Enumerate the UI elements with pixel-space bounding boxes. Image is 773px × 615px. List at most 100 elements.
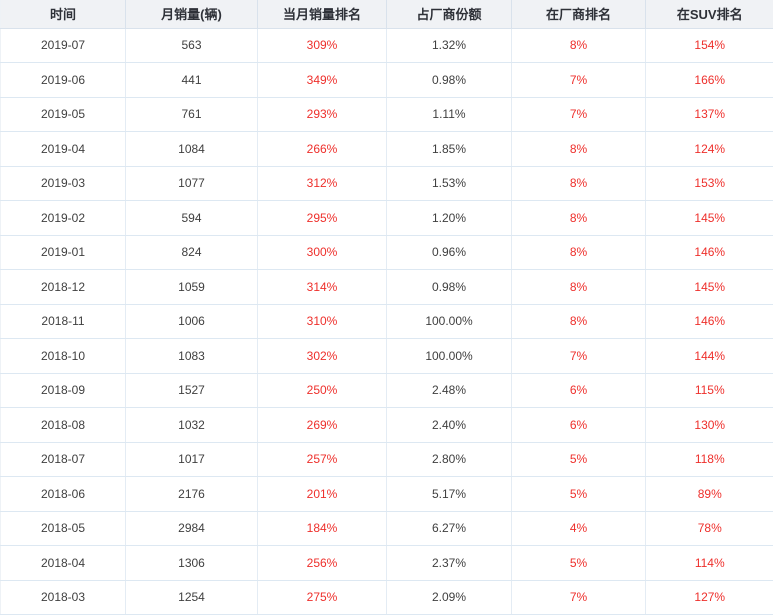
cell-share: 5.17%	[386, 476, 512, 512]
table-row: 2018-03 1254 275% 2.09% 7% 127%	[0, 580, 773, 615]
cell-share: 6.27%	[386, 511, 512, 546]
cell-sales: 594	[125, 200, 258, 236]
table-row: 2018-05 2984 184% 6.27% 4% 78%	[0, 511, 773, 546]
table-header-row: 时间 月销量(辆) 当月销量排名 占厂商份额 在厂商排名 在SUV排名	[0, 0, 773, 29]
cell-share: 1.85%	[386, 131, 512, 167]
cell-sales: 1032	[125, 407, 258, 443]
table-row: 2018-08 1032 269% 2.40% 6% 130%	[0, 407, 773, 443]
cell-month_rank: 309%	[257, 28, 387, 63]
column-header-sales: 月销量(辆)	[125, 0, 258, 29]
table-row: 2018-10 1083 302% 100.00% 7% 144%	[0, 338, 773, 374]
table-header: 时间 月销量(辆) 当月销量排名 占厂商份额 在厂商排名 在SUV排名	[0, 0, 773, 29]
cell-sales: 1006	[125, 304, 258, 339]
cell-share: 100.00%	[386, 338, 512, 374]
cell-share: 0.96%	[386, 235, 512, 270]
column-header-share: 占厂商份额	[386, 0, 512, 29]
table-row: 2019-03 1077 312% 1.53% 8% 153%	[0, 166, 773, 201]
cell-sales: 563	[125, 28, 258, 63]
cell-sales: 2984	[125, 511, 258, 546]
cell-time: 2018-09	[0, 373, 126, 408]
table-row: 2019-07 563 309% 1.32% 8% 154%	[0, 28, 773, 63]
table-row: 2019-06 441 349% 0.98% 7% 166%	[0, 62, 773, 98]
cell-month_rank: 269%	[257, 407, 387, 443]
cell-mfr_rank: 8%	[511, 166, 646, 201]
cell-time: 2018-06	[0, 476, 126, 512]
cell-share: 1.11%	[386, 97, 512, 132]
cell-mfr_rank: 4%	[511, 511, 646, 546]
cell-month_rank: 257%	[257, 442, 387, 477]
cell-share: 2.09%	[386, 580, 512, 615]
cell-share: 0.98%	[386, 62, 512, 98]
table-body: 2019-07 563 309% 1.32% 8% 154% 2019-06 441 349% 0…	[0, 28, 773, 615]
cell-month_rank: 314%	[257, 269, 387, 305]
cell-suv_rank: 115%	[645, 373, 773, 408]
cell-month_rank: 184%	[257, 511, 387, 546]
cell-suv_rank: 114%	[645, 545, 773, 581]
cell-suv_rank: 118%	[645, 442, 773, 477]
cell-month_rank: 349%	[257, 62, 387, 98]
cell-suv_rank: 154%	[645, 28, 773, 63]
cell-suv_rank: 146%	[645, 304, 773, 339]
cell-suv_rank: 89%	[645, 476, 773, 512]
cell-sales: 761	[125, 97, 258, 132]
cell-time: 2018-05	[0, 511, 126, 546]
cell-mfr_rank: 8%	[511, 131, 646, 167]
cell-month_rank: 201%	[257, 476, 387, 512]
cell-suv_rank: 127%	[645, 580, 773, 615]
cell-mfr_rank: 8%	[511, 28, 646, 63]
cell-time: 2018-03	[0, 580, 126, 615]
cell-mfr_rank: 5%	[511, 442, 646, 477]
cell-time: 2018-07	[0, 442, 126, 477]
cell-share: 1.32%	[386, 28, 512, 63]
table-row: 2019-04 1084 266% 1.85% 8% 124%	[0, 131, 773, 167]
cell-month_rank: 256%	[257, 545, 387, 581]
cell-suv_rank: 145%	[645, 200, 773, 236]
cell-sales: 1083	[125, 338, 258, 374]
cell-suv_rank: 130%	[645, 407, 773, 443]
cell-sales: 1059	[125, 269, 258, 305]
cell-time: 2018-10	[0, 338, 126, 374]
cell-mfr_rank: 8%	[511, 304, 646, 339]
cell-time: 2019-03	[0, 166, 126, 201]
table-row: 2018-07 1017 257% 2.80% 5% 118%	[0, 442, 773, 477]
cell-mfr_rank: 8%	[511, 269, 646, 305]
cell-sales: 1254	[125, 580, 258, 615]
cell-month_rank: 302%	[257, 338, 387, 374]
cell-time: 2019-01	[0, 235, 126, 270]
cell-share: 1.20%	[386, 200, 512, 236]
cell-mfr_rank: 7%	[511, 580, 646, 615]
cell-share: 2.40%	[386, 407, 512, 443]
table-row: 2018-12 1059 314% 0.98% 8% 145%	[0, 269, 773, 305]
cell-share: 0.98%	[386, 269, 512, 305]
cell-mfr_rank: 7%	[511, 338, 646, 374]
cell-mfr_rank: 8%	[511, 235, 646, 270]
cell-mfr_rank: 5%	[511, 476, 646, 512]
cell-share: 2.48%	[386, 373, 512, 408]
cell-month_rank: 266%	[257, 131, 387, 167]
cell-time: 2018-04	[0, 545, 126, 581]
cell-month_rank: 300%	[257, 235, 387, 270]
cell-suv_rank: 124%	[645, 131, 773, 167]
cell-sales: 1306	[125, 545, 258, 581]
cell-month_rank: 312%	[257, 166, 387, 201]
cell-sales: 1084	[125, 131, 258, 167]
table-row: 2018-09 1527 250% 2.48% 6% 115%	[0, 373, 773, 408]
cell-sales: 1017	[125, 442, 258, 477]
cell-mfr_rank: 6%	[511, 407, 646, 443]
column-header-suv-rank: 在SUV排名	[645, 0, 773, 29]
cell-suv_rank: 166%	[645, 62, 773, 98]
cell-month_rank: 295%	[257, 200, 387, 236]
cell-sales: 441	[125, 62, 258, 98]
column-header-time: 时间	[0, 0, 126, 29]
cell-month_rank: 293%	[257, 97, 387, 132]
cell-suv_rank: 145%	[645, 269, 773, 305]
cell-time: 2019-06	[0, 62, 126, 98]
cell-suv_rank: 144%	[645, 338, 773, 374]
cell-share: 1.53%	[386, 166, 512, 201]
cell-share: 2.37%	[386, 545, 512, 581]
cell-share: 100.00%	[386, 304, 512, 339]
cell-mfr_rank: 5%	[511, 545, 646, 581]
table-row: 2018-04 1306 256% 2.37% 5% 114%	[0, 545, 773, 581]
cell-time: 2019-04	[0, 131, 126, 167]
cell-month_rank: 250%	[257, 373, 387, 408]
